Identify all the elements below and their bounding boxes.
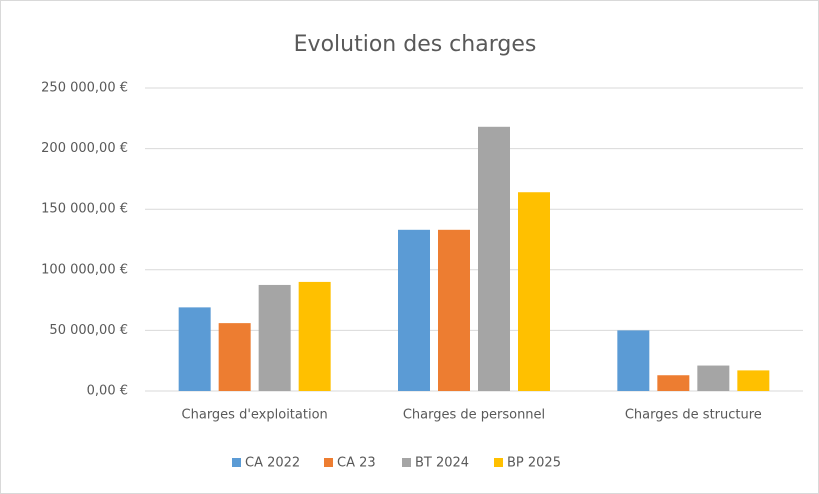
bar: [258, 284, 291, 391]
legend-swatch: [232, 458, 241, 467]
bar: [737, 370, 770, 391]
bar: [478, 126, 510, 391]
chart-title: Evolution des charges: [294, 32, 537, 57]
x-tick-label: Charges de structure: [625, 408, 762, 423]
bar: [518, 192, 550, 391]
x-tick-label: Charges de personnel: [403, 408, 545, 423]
bar: [657, 375, 690, 391]
y-tick-label: 0,00 €: [87, 384, 128, 399]
legend-label: BT 2024: [415, 456, 469, 471]
bar: [298, 281, 331, 391]
y-tick-label: 50 000,00 €: [49, 323, 128, 338]
y-tick-label: 100 000,00 €: [41, 262, 128, 277]
y-tick-label: 150 000,00 €: [41, 202, 128, 217]
bar: [218, 323, 251, 391]
legend-swatch: [324, 458, 333, 467]
bar: [398, 229, 430, 391]
y-tick-label: 250 000,00 €: [41, 81, 128, 96]
legend-swatch: [494, 458, 503, 467]
legend-label: CA 23: [337, 456, 376, 471]
bar: [178, 307, 211, 391]
bar: [697, 365, 730, 391]
x-tick-label: Charges d'exploitation: [182, 408, 328, 423]
legend-label: BP 2025: [507, 456, 561, 471]
legend-label: CA 2022: [245, 456, 300, 471]
legend-swatch: [402, 458, 411, 467]
bar: [617, 330, 650, 391]
y-tick-label: 200 000,00 €: [41, 141, 128, 156]
bar: [438, 229, 470, 391]
